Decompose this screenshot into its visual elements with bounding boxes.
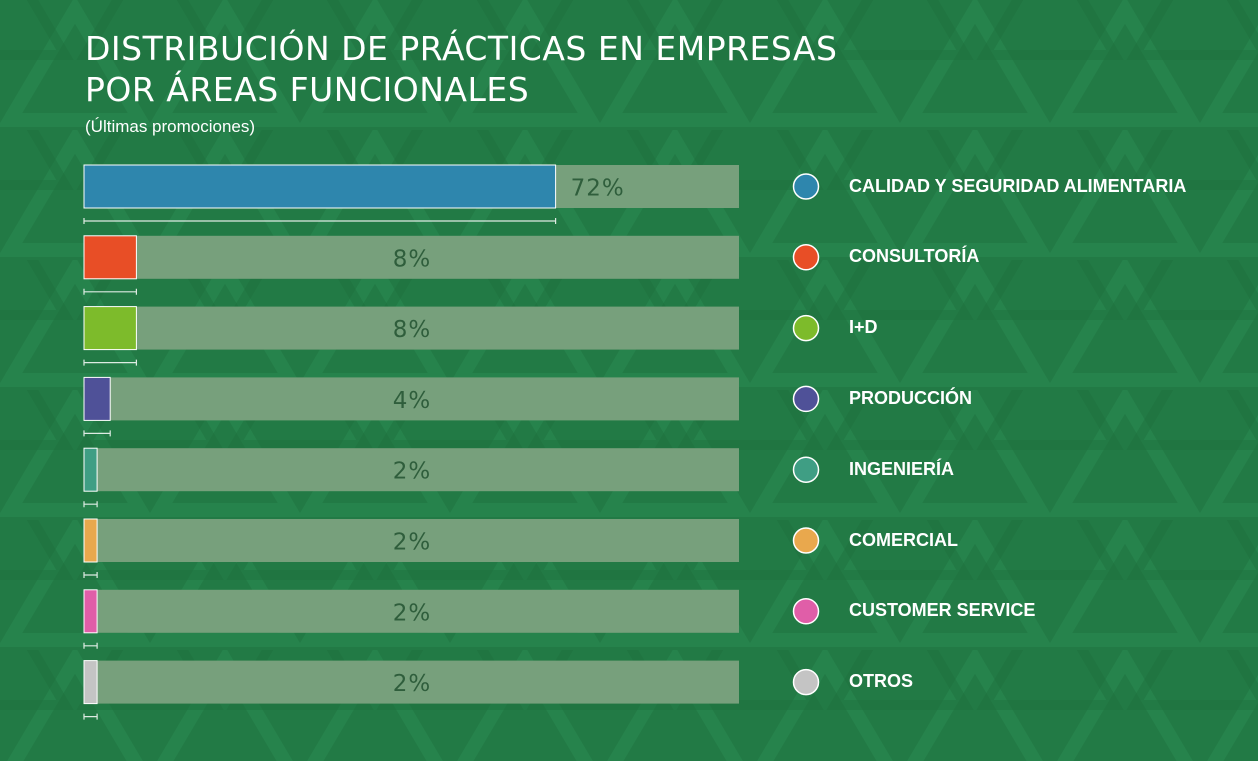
bar: [83, 376, 111, 421]
legend-marker: [792, 314, 820, 342]
legend-label: CUSTOMER SERVICE: [849, 600, 1036, 621]
bar-bracket: [83, 642, 98, 649]
bar-bracket: [83, 288, 137, 295]
value-label: 2%: [393, 671, 432, 697]
bar-group: 8%: [83, 306, 739, 366]
bar-bracket: [83, 218, 557, 224]
bar: [83, 589, 98, 634]
bar-group: 2%: [83, 589, 739, 649]
bar-group: 2%: [83, 518, 739, 578]
legend-marker: [792, 173, 820, 200]
chart-subtitle: (Últimas promociones): [85, 117, 256, 136]
bar-group: 8%: [83, 235, 739, 295]
value-label: 2%: [393, 600, 432, 626]
bar-track: [84, 519, 739, 562]
bar-bracket: [83, 359, 137, 366]
chart-title: DISTRIBUCIÓN DE PRÁCTICAS EN EMPRESAS PO…: [85, 28, 837, 110]
legend-label: CONSULTORÍA: [849, 246, 980, 267]
bar-track: [84, 660, 739, 704]
bar-track: [84, 448, 739, 492]
bar-track: [84, 235, 739, 279]
legend-label: CALIDAD Y SEGURIDAD ALIMENTARIA: [849, 175, 1187, 196]
bar-bracket: [83, 572, 98, 578]
value-label: 8%: [393, 317, 432, 343]
legend-marker: [792, 668, 820, 696]
bar-track: [84, 377, 739, 421]
legend-label: PRODUCCIÓN: [849, 387, 973, 408]
legend-marker: [792, 244, 820, 271]
bar: [83, 447, 98, 492]
bar-group: 72%: [83, 164, 739, 224]
legend-label: INGENIERÍA: [849, 458, 955, 479]
legend-label: OTROS: [849, 671, 914, 692]
legend-marker: [792, 598, 820, 625]
title-line-2: POR ÁREAS FUNCIONALES: [85, 70, 530, 109]
bar-group: 2%: [83, 447, 739, 508]
legend-label: I+D: [849, 317, 878, 338]
value-label: 72%: [571, 176, 625, 202]
bar: [83, 660, 98, 705]
bar-track: [84, 306, 739, 350]
bar-bracket: [83, 501, 98, 508]
title-line-1: DISTRIBUCIÓN DE PRÁCTICAS EN EMPRESAS: [85, 29, 838, 68]
bar: [83, 518, 98, 563]
legend-label: COMERCIAL: [849, 529, 958, 550]
value-label: 2%: [393, 459, 432, 485]
bar-track: [84, 589, 739, 633]
legend-marker: [792, 527, 820, 554]
bar-group: 4%: [83, 376, 739, 437]
bar: [83, 306, 137, 351]
bar: [83, 235, 137, 280]
bar-group: 2%: [83, 660, 739, 720]
legend-marker: [792, 456, 820, 483]
value-label: 4%: [393, 388, 432, 414]
bar: [83, 164, 557, 209]
bar-bracket: [83, 713, 98, 720]
bar-bracket: [83, 430, 111, 437]
value-label: 8%: [393, 246, 432, 272]
value-label: 2%: [393, 530, 432, 556]
legend-marker: [792, 385, 820, 413]
